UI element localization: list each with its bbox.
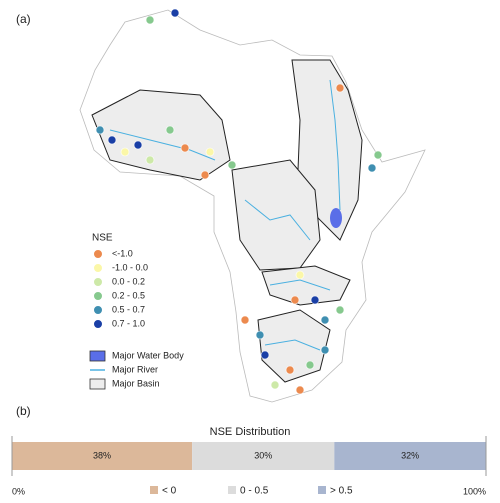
station bbox=[367, 163, 377, 173]
station bbox=[295, 385, 305, 395]
station bbox=[270, 380, 280, 390]
lake bbox=[330, 208, 342, 228]
station bbox=[260, 350, 270, 360]
data-label: 32% bbox=[401, 450, 419, 460]
legend-swatch bbox=[228, 486, 236, 494]
x-tick-label: 0% bbox=[12, 486, 25, 496]
basin bbox=[261, 265, 351, 306]
station bbox=[120, 147, 130, 157]
station bbox=[95, 125, 105, 135]
station bbox=[285, 365, 295, 375]
legend-label: < 0 bbox=[162, 486, 177, 497]
map bbox=[79, 8, 426, 403]
legend-label: Major Water Body bbox=[112, 350, 184, 360]
x-tick-label: 100% bbox=[463, 486, 486, 496]
stations bbox=[95, 8, 383, 395]
station bbox=[200, 170, 210, 180]
station bbox=[170, 8, 180, 18]
station bbox=[240, 315, 250, 325]
station bbox=[320, 315, 330, 325]
station bbox=[373, 150, 383, 160]
legend-label: 0.7 - 1.0 bbox=[112, 318, 145, 328]
data-label: 30% bbox=[254, 450, 272, 460]
basin bbox=[91, 89, 231, 181]
legend-title: NSE bbox=[92, 233, 113, 244]
legend-label: Major River bbox=[112, 364, 158, 374]
legend-swatch bbox=[318, 486, 326, 494]
station bbox=[145, 15, 155, 25]
legend-swatch bbox=[93, 319, 103, 329]
legend-label: > 0.5 bbox=[330, 486, 353, 497]
station bbox=[133, 140, 143, 150]
river bbox=[269, 279, 331, 291]
bar-segment bbox=[334, 442, 486, 470]
station bbox=[227, 160, 237, 170]
station bbox=[295, 270, 305, 280]
panel-label: (b) bbox=[16, 404, 31, 418]
panel-label: (a) bbox=[16, 12, 31, 26]
bar-segment bbox=[12, 442, 193, 470]
station bbox=[205, 147, 215, 157]
legend-label: <-1.0 bbox=[112, 248, 133, 258]
legend-label: 0 - 0.5 bbox=[240, 486, 269, 497]
station bbox=[255, 330, 265, 340]
river bbox=[329, 79, 341, 211]
station bbox=[305, 360, 315, 370]
legend-label: 0.2 - 0.5 bbox=[112, 290, 145, 300]
station bbox=[107, 135, 117, 145]
station bbox=[290, 295, 300, 305]
legend-swatch bbox=[89, 378, 106, 390]
legend-swatch bbox=[93, 305, 103, 315]
legend-swatch bbox=[89, 350, 106, 362]
river bbox=[109, 129, 216, 161]
legend-label: 0.0 - 0.2 bbox=[112, 276, 145, 286]
legend-swatch bbox=[150, 486, 158, 494]
data-label: 38% bbox=[93, 450, 111, 460]
bar-segment bbox=[192, 442, 335, 470]
legend-label: 0.5 - 0.7 bbox=[112, 304, 145, 314]
legend-label: Major Basin bbox=[112, 378, 160, 388]
station bbox=[335, 83, 345, 93]
legend-swatch bbox=[93, 291, 103, 301]
legend-swatch bbox=[93, 277, 103, 287]
chart-title: NSE Distribution bbox=[210, 426, 291, 438]
station bbox=[180, 143, 190, 153]
river bbox=[244, 199, 311, 241]
legend-swatch bbox=[93, 263, 103, 273]
map-legend: NSE bbox=[92, 233, 113, 244]
station bbox=[145, 155, 155, 165]
station bbox=[165, 125, 175, 135]
station bbox=[310, 295, 320, 305]
basin bbox=[231, 159, 321, 271]
legend-swatch bbox=[93, 249, 103, 259]
legend-label: -1.0 - 0.0 bbox=[112, 262, 148, 272]
station bbox=[335, 305, 345, 315]
station bbox=[320, 345, 330, 355]
river bbox=[264, 339, 321, 351]
